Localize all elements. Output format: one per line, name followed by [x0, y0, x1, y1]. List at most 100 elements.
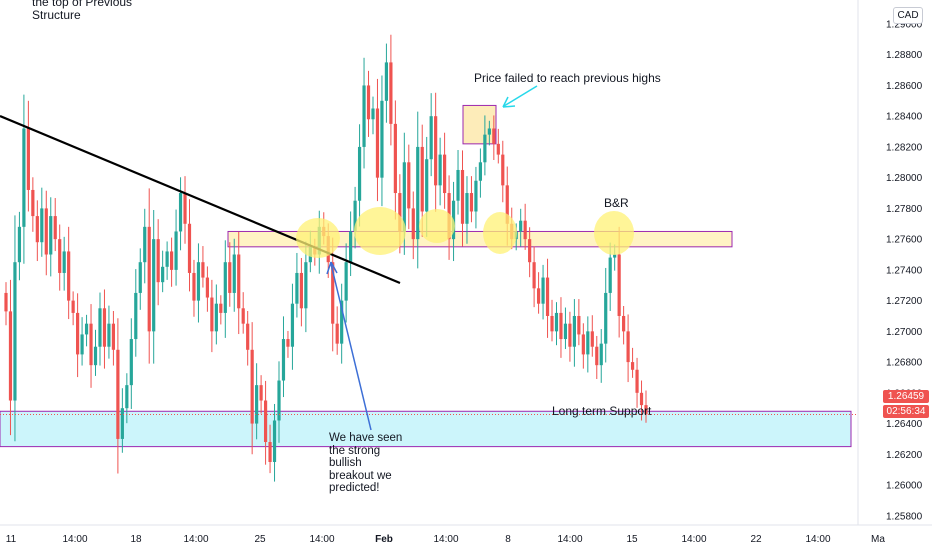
candle	[295, 252, 299, 318]
br-label: B&R	[604, 196, 629, 210]
price-tick-label: 1.27200	[886, 296, 923, 307]
candle-body	[281, 339, 286, 381]
candle	[443, 132, 447, 209]
price-tick-label: 1.28200	[886, 142, 923, 153]
candle	[98, 292, 102, 366]
candle	[366, 70, 371, 137]
candle	[362, 57, 366, 169]
candle	[581, 323, 585, 369]
candle-body	[4, 292, 8, 312]
time-axis[interactable]: 11 14:00 18 14:00 25 14:00 Feb 14:00 8 14:00 15 14:…	[0, 524, 932, 545]
breakout-note-line-1: We have seen	[329, 432, 403, 444]
price-tick-label: 1.28600	[886, 81, 923, 92]
candle-body	[581, 334, 585, 355]
candle-body	[246, 323, 250, 350]
candle	[290, 283, 295, 370]
candle-body	[357, 146, 362, 201]
candle	[84, 314, 89, 347]
candle	[116, 318, 120, 474]
price-failed-label: Price failed to reach previous highs	[474, 71, 661, 85]
candle	[353, 186, 357, 249]
candle	[147, 188, 151, 364]
candle-body	[626, 331, 630, 363]
candle	[223, 240, 227, 338]
candle	[22, 94, 26, 264]
time-tick-label: 14:00	[557, 534, 582, 545]
candle	[228, 242, 232, 307]
candle	[201, 246, 205, 288]
candle-body	[210, 297, 214, 332]
candle-body	[286, 339, 290, 347]
candle-body	[456, 169, 460, 201]
candle	[568, 311, 572, 362]
candle-body	[608, 257, 612, 293]
candle	[299, 257, 303, 327]
candle	[331, 237, 335, 352]
candle-body	[639, 392, 644, 406]
candle	[232, 238, 236, 312]
candle-body	[196, 262, 201, 301]
candle-body	[384, 62, 389, 101]
support-label: Long term Support	[552, 404, 652, 418]
price-axis[interactable]: 1.29000 1.28800 1.28600 1.28400 1.28200 1.280…	[857, 0, 923, 525]
candle-body	[31, 189, 35, 217]
candle-body	[174, 231, 178, 270]
candle	[577, 299, 581, 346]
candle	[107, 305, 111, 359]
candle-body	[116, 349, 120, 439]
candle-body	[290, 303, 295, 347]
candle	[93, 329, 98, 376]
breakout-note: We have seen the strong bullish breakout…	[329, 432, 402, 495]
candle-body	[505, 185, 509, 224]
trendline	[0, 114, 401, 285]
candle	[192, 259, 196, 317]
candle-body	[201, 262, 205, 278]
candle-body	[134, 292, 138, 340]
overlay	[0, 85, 858, 431]
candle	[344, 243, 348, 323]
price-tick-label: 1.27400	[886, 265, 923, 276]
price-tick-label: 1.27000	[886, 327, 923, 338]
candle	[599, 329, 603, 383]
candle	[416, 111, 420, 269]
highlight-circle	[594, 211, 634, 255]
candle-body	[523, 220, 527, 240]
candle	[169, 237, 174, 287]
last-price-tag: 1.26459	[883, 390, 929, 403]
candle	[349, 211, 353, 277]
candle-body	[223, 262, 227, 313]
candle	[635, 357, 639, 408]
candle-body	[635, 369, 639, 393]
candle-body	[613, 254, 617, 258]
candle-body	[268, 442, 272, 462]
breakout-note-line-5: predicted!	[329, 482, 380, 494]
candle	[626, 314, 630, 383]
candle-body	[528, 239, 532, 263]
highlight-circle	[296, 218, 340, 258]
candles-group	[4, 34, 648, 482]
candle	[487, 120, 491, 146]
candle	[371, 96, 375, 135]
candle	[519, 208, 523, 247]
price-tick-label: 1.26400	[886, 419, 923, 430]
candle-body	[353, 200, 357, 232]
candle	[644, 390, 648, 423]
candle	[550, 299, 554, 342]
breakout-arrow	[330, 263, 372, 431]
candle	[214, 284, 218, 345]
candle	[31, 177, 35, 232]
candle-body	[630, 362, 635, 370]
candle-body	[295, 272, 299, 304]
currency-badge[interactable]: CAD	[893, 7, 923, 24]
candle	[237, 231, 241, 335]
candle	[630, 347, 635, 378]
candle	[161, 250, 165, 293]
candle	[523, 203, 527, 250]
time-tick-label: 14:00	[62, 534, 87, 545]
candle-body	[147, 226, 151, 332]
time-tick-label: 18	[130, 534, 142, 545]
candle	[393, 100, 397, 220]
candle-body	[622, 315, 626, 332]
candle	[4, 282, 8, 326]
candle-body	[183, 193, 187, 224]
